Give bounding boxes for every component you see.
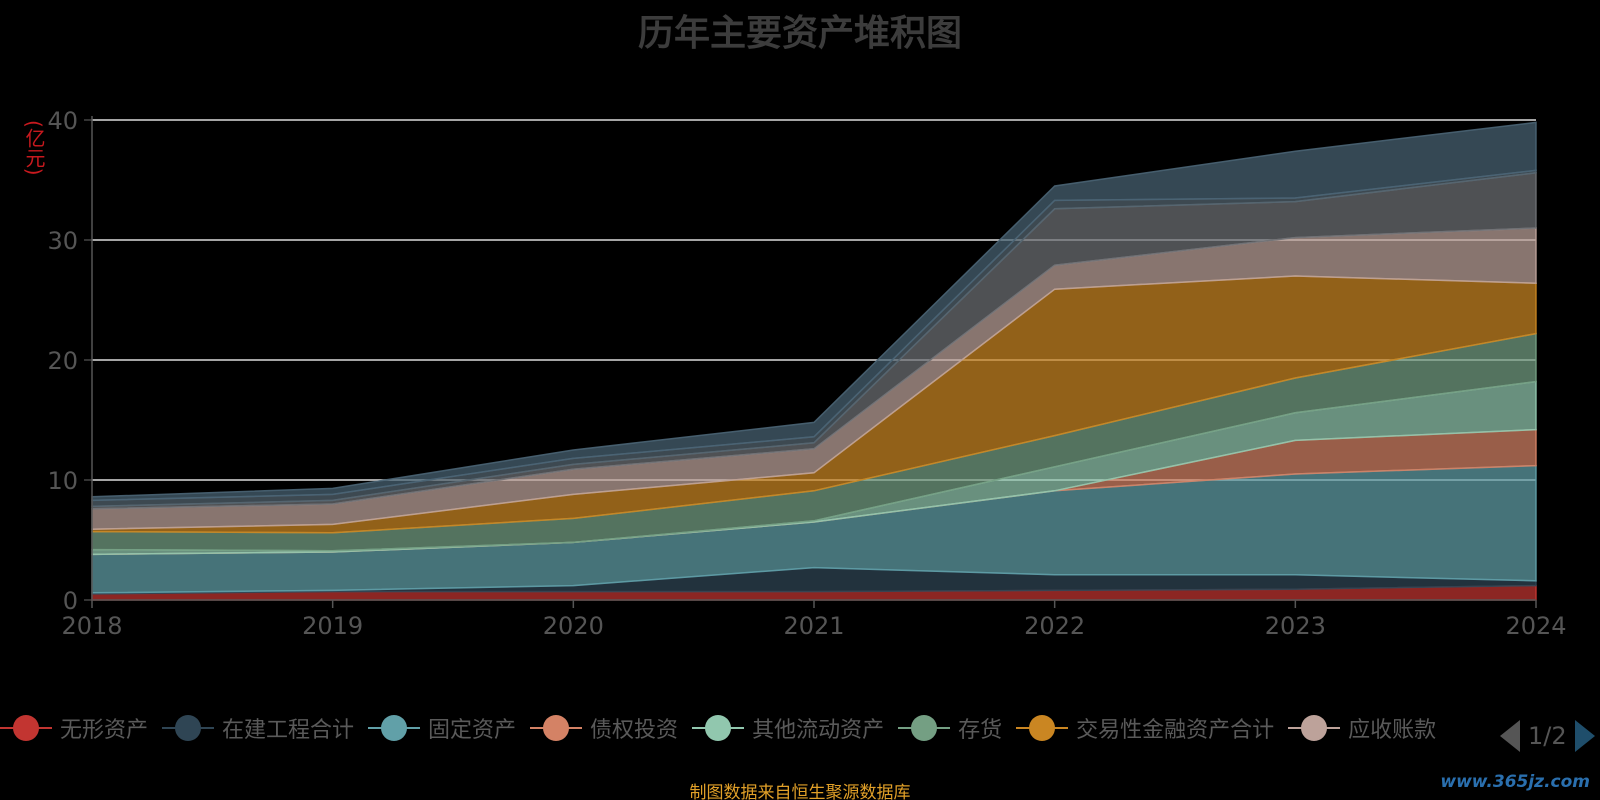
legend: 无形资产 在建工程合计 固定资产 债权投资 其他流动资产 存货 交易性金融资产合计 应收账款 bbox=[0, 712, 1470, 756]
legend-label: 无形资产 bbox=[60, 718, 149, 743]
legend-dot-icon bbox=[705, 715, 732, 741]
x-tick-label: 2023 bbox=[1265, 612, 1326, 640]
legend-dot-icon bbox=[175, 715, 202, 741]
legend-marker-icon bbox=[368, 713, 421, 743]
watermark: www.365jz.com bbox=[1440, 772, 1590, 792]
y-tick-label: 0 bbox=[63, 587, 78, 615]
legend-item[interactable]: 存货 bbox=[898, 712, 1002, 744]
legend-dot-icon bbox=[1029, 715, 1056, 741]
chart-title: 历年主要资产堆积图 bbox=[637, 13, 962, 54]
chart-plot: 0 10 20 30 40 2018 2019 2020 2021 2022 2023 2024 bbox=[47, 107, 1566, 640]
y-axis-unit: (亿元) bbox=[22, 120, 46, 176]
series-area bbox=[91, 121, 1537, 502]
legend-label: 固定资产 bbox=[428, 718, 517, 743]
legend-marker-icon bbox=[0, 713, 52, 743]
legend-label: 债权投资 bbox=[590, 718, 679, 743]
y-tick-label: 40 bbox=[47, 107, 78, 135]
legend-prev-page-arrow-icon[interactable] bbox=[1500, 720, 1520, 752]
legend-marker-icon bbox=[898, 713, 951, 743]
legend-item[interactable]: 无形资产 bbox=[0, 712, 148, 744]
legend-item[interactable]: 其他流动资产 bbox=[692, 712, 884, 744]
x-tick-label: 2024 bbox=[1505, 612, 1566, 640]
stacked-areas bbox=[91, 121, 1537, 601]
data-source-note: 制图数据来自恒生聚源数据库 bbox=[689, 783, 911, 800]
legend-item[interactable]: 固定资产 bbox=[368, 712, 516, 744]
legend-marker-icon bbox=[692, 713, 745, 743]
legend-label: 在建工程合计 bbox=[222, 718, 355, 743]
y-tick-label: 30 bbox=[47, 227, 78, 255]
y-tick-label: 20 bbox=[47, 347, 78, 375]
legend-label: 应收账款 bbox=[1348, 718, 1437, 743]
legend-pager: 1/2 bbox=[1500, 718, 1595, 754]
x-tick-label: 2020 bbox=[543, 612, 604, 640]
legend-marker-icon bbox=[1016, 713, 1069, 743]
y-tick-label: 10 bbox=[47, 467, 78, 495]
legend-label: 交易性金融资产合计 bbox=[1076, 718, 1275, 743]
legend-dot-icon bbox=[13, 715, 39, 741]
legend-marker-icon bbox=[530, 713, 583, 743]
legend-dot-icon bbox=[911, 715, 938, 741]
x-tick-label: 2018 bbox=[61, 612, 122, 640]
legend-item[interactable]: 应收账款 bbox=[1288, 712, 1436, 744]
axes: 0 10 20 30 40 2018 2019 2020 2021 2022 2023 2024 bbox=[47, 107, 1566, 640]
legend-item[interactable]: 交易性金融资产合计 bbox=[1016, 712, 1274, 744]
x-tick-label: 2021 bbox=[783, 612, 844, 640]
legend-label: 存货 bbox=[958, 718, 1003, 743]
legend-marker-icon bbox=[1288, 713, 1341, 743]
legend-page-indicator: 1/2 bbox=[1528, 722, 1567, 750]
legend-dot-icon bbox=[543, 715, 570, 741]
legend-item[interactable]: 在建工程合计 bbox=[162, 712, 354, 744]
legend-next-page-arrow-icon[interactable] bbox=[1574, 720, 1595, 752]
x-tick-label: 2022 bbox=[1024, 612, 1085, 640]
legend-dot-icon bbox=[381, 715, 408, 741]
x-tick-label: 2019 bbox=[302, 612, 363, 640]
legend-item[interactable]: 债权投资 bbox=[530, 712, 678, 744]
legend-marker-icon bbox=[162, 713, 215, 743]
legend-dot-icon bbox=[1301, 715, 1328, 741]
legend-label: 其他流动资产 bbox=[752, 718, 885, 743]
